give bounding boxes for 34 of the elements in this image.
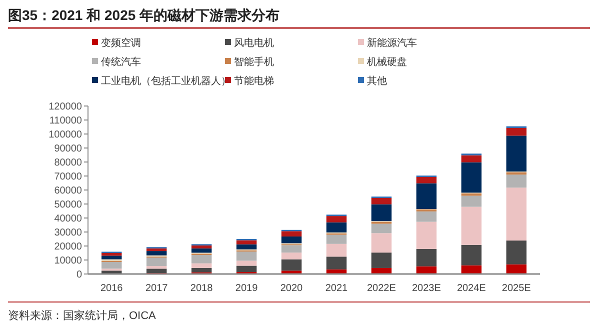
y-tick-label: 40000 — [54, 214, 82, 224]
y-tick-label: 100000 — [48, 130, 82, 140]
legend-label: 传统汽车 — [101, 56, 141, 68]
y-tick-label: 90000 — [54, 144, 82, 154]
x-tick-label: 2019 — [235, 283, 258, 294]
legend-label: 工业电机（包括工业机器人） — [101, 75, 231, 87]
legend-label: 风电电机 — [234, 37, 274, 49]
x-tick-label: 2021 — [325, 283, 348, 294]
y-tick-label: 20000 — [54, 242, 82, 252]
y-tick-label: 120000 — [48, 102, 82, 112]
y-tick-label: 30000 — [54, 228, 82, 238]
y-tick-label: 70000 — [54, 172, 82, 182]
y-tick-label: 60000 — [54, 186, 82, 196]
legend-label: 智能手机 — [234, 56, 274, 68]
x-tick-label: 2020 — [280, 283, 304, 294]
chart-title: 图35：2021 和 2025 年的磁材下游需求分布 — [8, 7, 280, 23]
x-tick-label: 2024E — [456, 283, 486, 294]
x-tick-label: 2017 — [145, 283, 168, 294]
legend-label: 机械硬盘 — [367, 56, 407, 68]
y-tick-label: 10000 — [54, 256, 82, 266]
legend-label: 节能电梯 — [234, 75, 274, 87]
x-tick-label: 2025E — [502, 283, 532, 294]
x-tick-label: 2018 — [190, 283, 214, 294]
x-tick-label: 2022E — [367, 283, 396, 294]
x-tick-label: 2023E — [412, 283, 442, 294]
y-tick-label: 80000 — [54, 158, 82, 168]
legend-label: 新能源汽车 — [367, 37, 417, 49]
x-tick-label: 2016 — [100, 283, 124, 294]
y-tick-label: 50000 — [54, 200, 82, 210]
legend-label: 其他 — [367, 75, 387, 87]
text: 资料来源：国家统计局，OICA — [8, 309, 157, 322]
y-tick-label: 110000 — [49, 116, 82, 126]
y-tick-label: 0 — [76, 270, 82, 280]
legend-label: 变频空调 — [101, 37, 141, 49]
